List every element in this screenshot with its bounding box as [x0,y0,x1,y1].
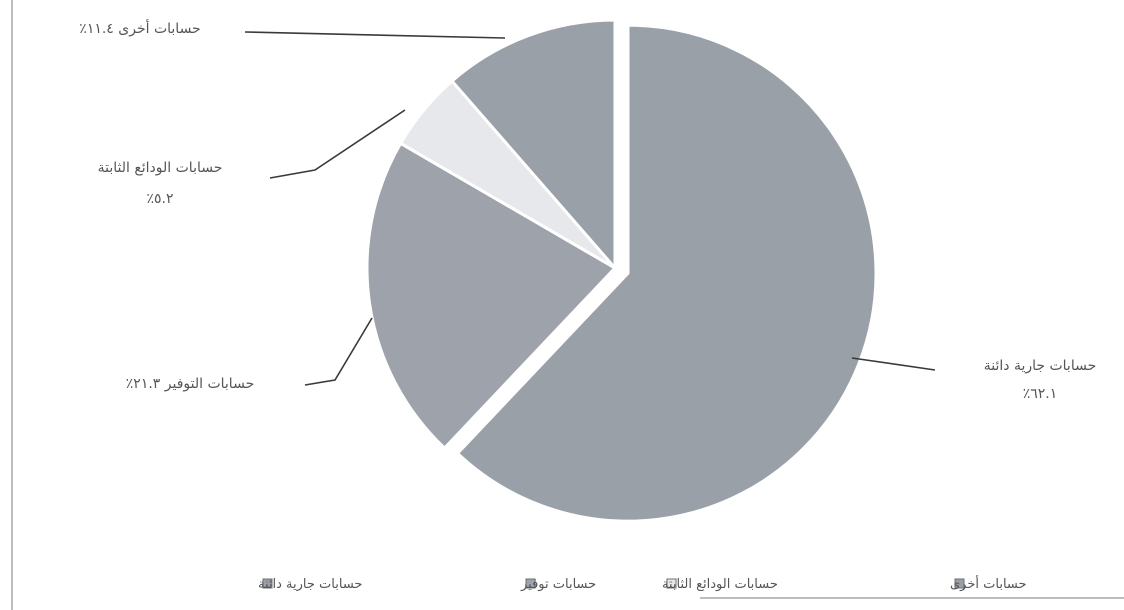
pie-slice-current-accounts [455,23,878,523]
legend-swatch-current [262,578,273,589]
legend-swatch-savings [525,578,536,589]
legend-entry-savings: حسابات توفير [520,577,596,592]
label-fixed-deposit-accounts-value: ٪٥.٢ [146,191,173,207]
pie-slices [365,18,878,523]
leader-line-fixed [269,109,406,179]
legend-swatch-fixed [666,578,677,589]
leader-line-current [851,357,936,371]
pie-slice-savings-accounts [365,141,618,451]
leader-line-other [244,31,506,39]
legend-entry-current: حسابات جارية دائنة [258,577,362,592]
legend-entry-other: حسابات أخرى [950,575,1027,592]
pie-slice-other-accounts [449,18,617,273]
label-fixed-deposit-accounts: حسابات الودائع الثابتة [98,160,223,176]
label-other-accounts: حسابات أخرى ١١.٤٪ [79,19,200,37]
leader-line-savings [304,317,373,386]
label-current-accounts-value: ٪٦٢.١ [1023,386,1058,402]
leader-lines [244,31,936,386]
legend: حسابات جارية دائنة حسابات توفير حسابات ا… [258,575,1027,592]
label-savings-accounts: حسابات التوفير ٢١.٣٪ [126,376,254,392]
label-current-accounts: حسابات جارية دائنة [984,358,1097,374]
legend-swatch-other [954,578,965,589]
legend-entry-fixed: حسابات الودائع الثابتة [662,577,778,592]
